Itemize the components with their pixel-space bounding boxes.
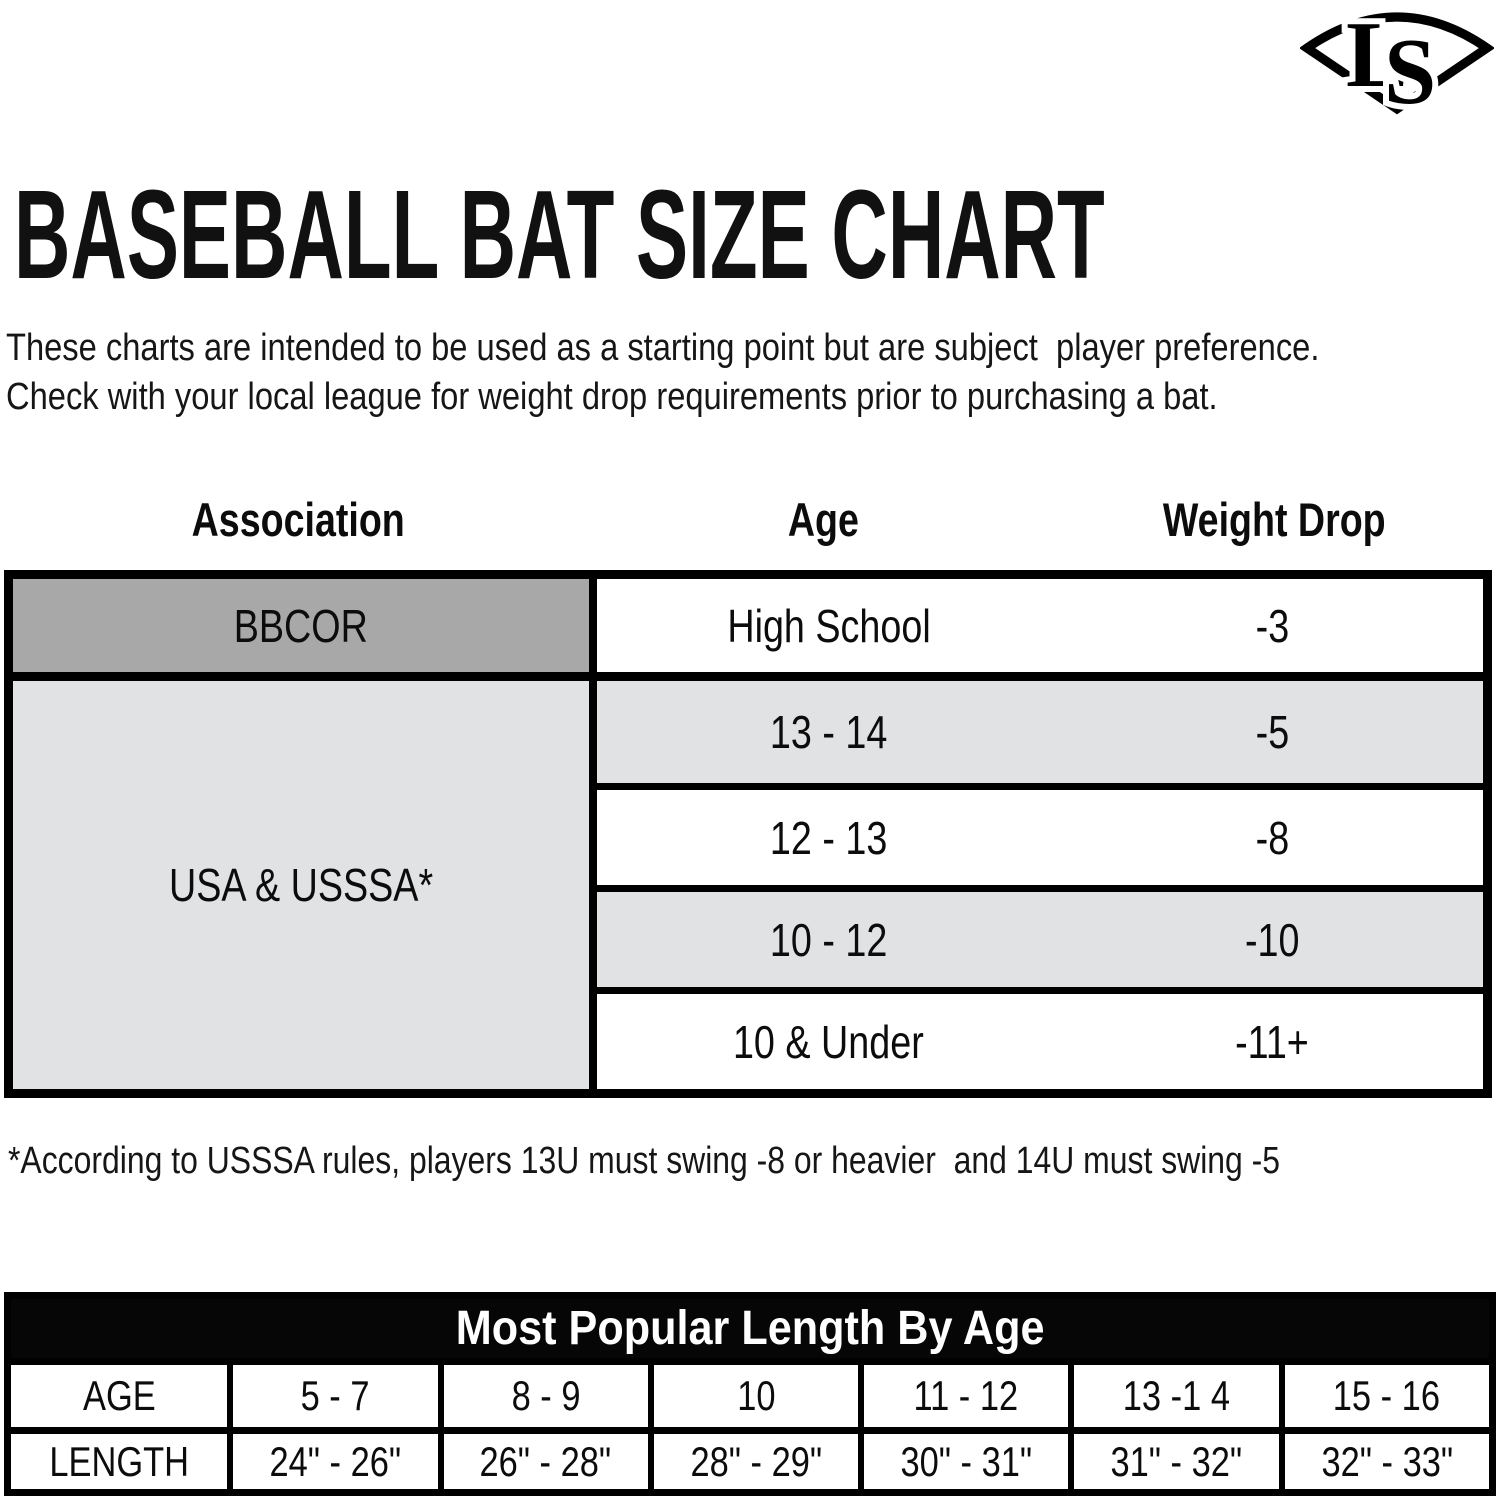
age-cell-6: 15 - 16: [1278, 1365, 1489, 1427]
cell-age-high-school: High School: [596, 579, 1062, 681]
cell-association-usa-usssa: USA & USSSA*: [13, 681, 597, 1089]
header-association: Association: [191, 493, 405, 546]
cell-drop-minus8: -8: [1061, 783, 1483, 885]
popular-length-table-grid: AGE 5 - 7 8 - 9 10 11 - 12 13 -1 4 15 - …: [11, 1365, 1489, 1489]
popular-length-table-title: Most Popular Length By Age: [11, 1299, 1489, 1365]
cell-drop-minus3: -3: [1061, 579, 1483, 681]
length-cell-1: 24" - 26": [227, 1427, 438, 1489]
cell-age-13-14: 13 - 14: [596, 681, 1062, 783]
page-title-text: BASEBALL BAT SIZE CHART: [14, 164, 1105, 305]
cell-drop-minus11plus: -11+: [1061, 987, 1483, 1089]
cell-drop-minus10: -10: [1061, 885, 1483, 987]
size-table: BBCOR High School -3 USA & USSSA* 13 - 1…: [4, 570, 1492, 1098]
intro-paragraph: These charts are intended to be used as …: [6, 324, 1500, 422]
header-weight-drop: Weight Drop: [1162, 493, 1386, 546]
age-cell-1: 5 - 7: [227, 1365, 437, 1427]
size-table-column-headers: Association Age Weight Drop: [4, 492, 1492, 547]
intro-line-2: Check with your local league for weight …: [6, 376, 1218, 418]
length-cell-5: 31" - 32": [1068, 1427, 1279, 1489]
length-cell-3: 28" - 29": [647, 1427, 859, 1489]
cell-age-10-under: 10 & Under: [596, 987, 1062, 1089]
age-cell-4: 11 - 12: [858, 1365, 1068, 1427]
cell-age-10-12: 10 - 12: [596, 885, 1062, 987]
ls-letter-l: L: [1346, 3, 1409, 107]
ls-letter-s: S: [1384, 20, 1436, 116]
length-cell-6: 32" - 33": [1278, 1427, 1489, 1489]
header-age: Age: [788, 493, 860, 546]
cell-age-12-13: 12 - 13: [596, 783, 1062, 885]
cell-drop-minus5: -5: [1061, 681, 1483, 783]
cell-association-bbcor: BBCOR: [13, 579, 597, 681]
page-title: BASEBALL BAT SIZE CHART: [14, 172, 1500, 298]
popular-length-table: Most Popular Length By Age AGE 5 - 7 8 -…: [4, 1292, 1496, 1496]
ls-diamond-icon: L S: [1299, 0, 1495, 130]
louisville-slugger-logo: L S: [1299, 0, 1495, 130]
length-cell-2: 26" - 28": [437, 1427, 648, 1489]
row-label-length: LENGTH: [11, 1427, 228, 1489]
age-cell-2: 8 - 9: [437, 1365, 648, 1427]
usssa-footnote: *According to USSSA rules, players 13U m…: [8, 1140, 1281, 1182]
age-cell-5: 13 -1 4: [1068, 1365, 1278, 1427]
length-cell-4: 30" - 31": [858, 1427, 1069, 1489]
age-cell-3: 10: [647, 1365, 858, 1427]
row-label-age: AGE: [82, 1372, 156, 1419]
intro-line-1: These charts are intended to be used as …: [6, 327, 1320, 369]
